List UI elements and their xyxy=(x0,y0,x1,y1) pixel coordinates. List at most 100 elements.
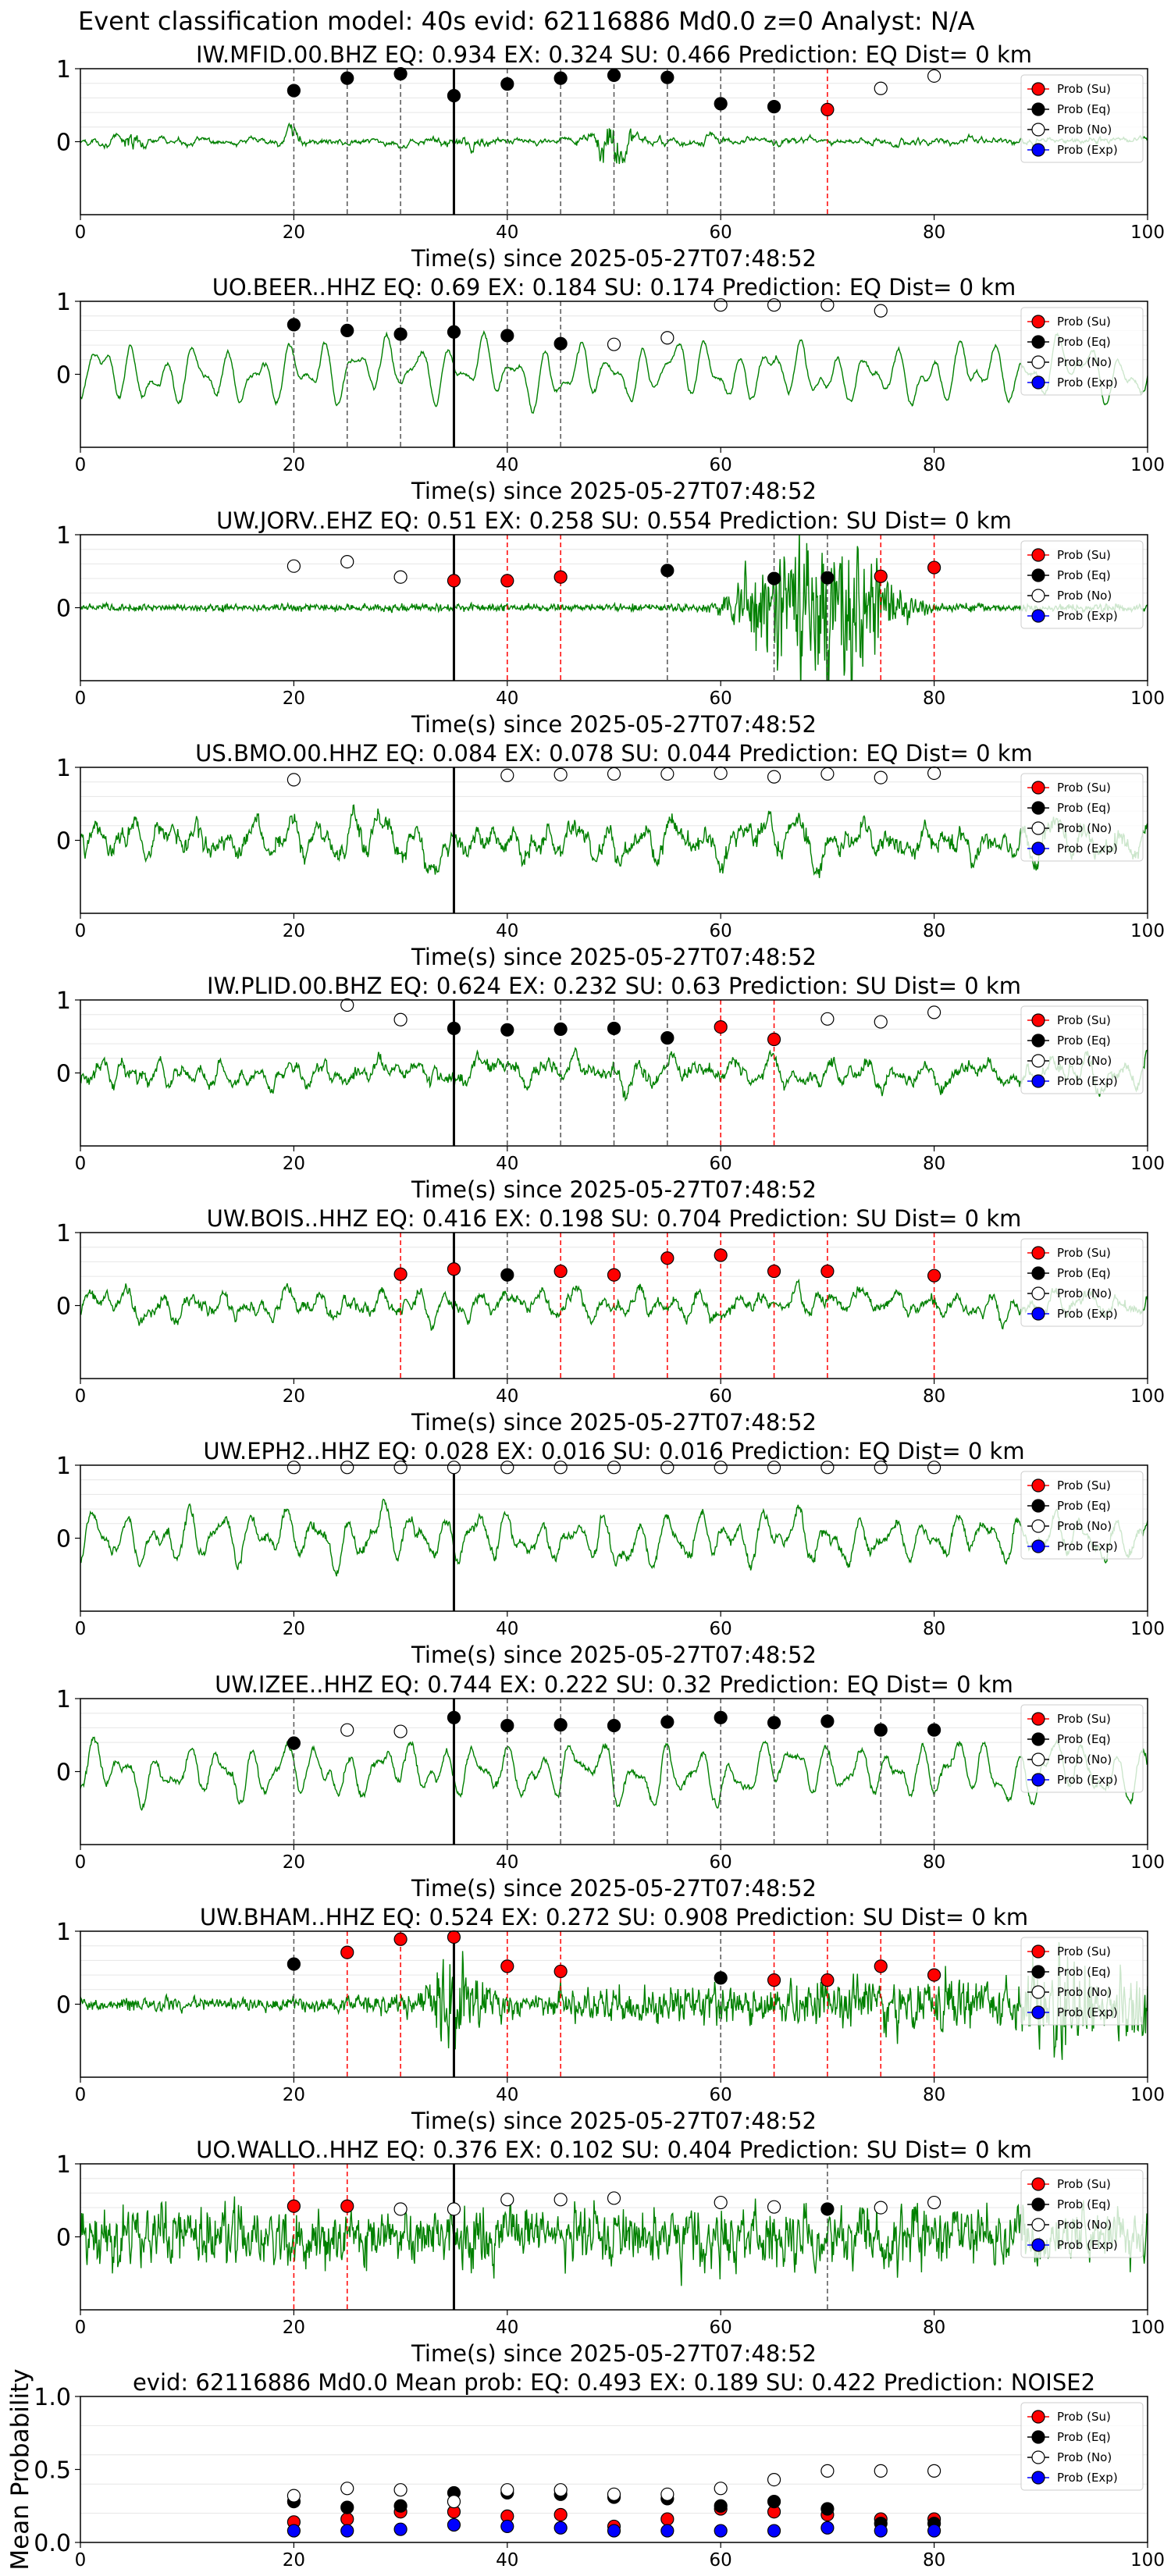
prob-marker xyxy=(447,574,461,588)
prob-marker xyxy=(874,770,888,785)
y-tick-label: 0 xyxy=(56,596,71,623)
legend-marker xyxy=(1031,2430,1045,2444)
prob-marker xyxy=(820,1714,835,1728)
legend-marker xyxy=(1031,1985,1045,1999)
x-axis-label: Time(s) since 2025-05-27T07:48:52 xyxy=(411,1875,817,1902)
legend-label: Prob (No) xyxy=(1057,821,1112,835)
legend: Prob (Su) Prob (Eq) Prob (No) Prob (Exp) xyxy=(1020,2169,1144,2258)
x-tick-label: 0 xyxy=(75,2318,87,2338)
y-tick-label: 0 xyxy=(56,1526,71,1553)
prob-marker xyxy=(714,766,728,781)
legend-marker xyxy=(1031,841,1045,856)
prob-marker xyxy=(340,323,354,337)
mean-prob-marker xyxy=(714,2482,728,2496)
legend-label: Prob (Eq) xyxy=(1057,1266,1111,1280)
prob-marker xyxy=(553,2193,568,2207)
x-tick-label: 60 xyxy=(710,1386,732,1407)
y-tick-label: 1 xyxy=(56,522,71,550)
prob-marker xyxy=(393,327,408,341)
prob-marker xyxy=(714,1971,728,1985)
legend-marker xyxy=(1031,821,1045,835)
x-tick-label: 80 xyxy=(923,1619,945,1639)
prob-marker xyxy=(287,1736,301,1750)
y-tick-label: 0 xyxy=(56,1293,71,1321)
legend-label: Prob (Exp) xyxy=(1057,841,1118,856)
legend-box xyxy=(1020,1471,1144,1560)
legend-label: Prob (Eq) xyxy=(1057,1034,1111,1048)
legend-label: Prob (No) xyxy=(1057,2218,1112,2232)
prob-marker xyxy=(553,1964,568,1979)
legend-marker xyxy=(1031,2218,1045,2232)
x-tick-label: 20 xyxy=(283,1154,305,1174)
mean-prob-marker xyxy=(447,2517,461,2532)
legend-label: Prob (Su) xyxy=(1057,1013,1111,1027)
legend-box xyxy=(1020,1937,1144,2026)
prob-marker xyxy=(340,554,354,569)
legend: Prob (Su) Prob (Eq) Prob (No) Prob (Exp) xyxy=(1020,540,1144,629)
legend-marker xyxy=(1031,1074,1045,1088)
legend-marker xyxy=(1031,1519,1045,1533)
prob-marker xyxy=(820,1264,835,1279)
x-tick-label: 20 xyxy=(283,2318,305,2338)
prob-marker xyxy=(340,71,354,85)
legend-marker xyxy=(1031,315,1045,329)
prob-marker xyxy=(714,1248,728,1262)
x-tick-label: 100 xyxy=(1130,222,1165,243)
x-tick-label: 40 xyxy=(496,1386,518,1407)
subplot-title: UW.BHAM..HHZ EQ: 0.524 EX: 0.272 SU: 0.9… xyxy=(200,1904,1028,1930)
legend: Prob (Su) Prob (Eq) Prob (No) Prob (Exp) xyxy=(1020,307,1144,396)
prob-marker xyxy=(287,773,301,787)
prob-marker xyxy=(340,1723,354,1737)
legend-label: Prob (No) xyxy=(1057,1985,1112,1999)
legend-marker xyxy=(1031,1266,1045,1280)
prob-marker xyxy=(447,88,461,103)
prob-marker xyxy=(767,298,781,312)
prob-marker xyxy=(393,1267,408,1281)
waveform-trace xyxy=(80,1941,1148,2060)
legend-label: Prob (No) xyxy=(1057,2450,1112,2464)
prob-marker xyxy=(767,1032,781,1047)
legend-label: Prob (Su) xyxy=(1057,1944,1111,1959)
y-tick-label: 0 xyxy=(56,1992,71,2019)
x-tick-label: 40 xyxy=(496,1619,518,1639)
prob-marker xyxy=(447,2202,461,2216)
legend-label: Prob (No) xyxy=(1057,1054,1112,1068)
legend-label: Prob (Su) xyxy=(1057,781,1111,795)
legend-marker xyxy=(1031,1013,1045,1027)
x-axis-label: Time(s) since 2025-05-27T07:48:52 xyxy=(411,1176,817,1203)
mean-prob-marker xyxy=(927,2524,941,2538)
prob-marker xyxy=(500,1718,514,1733)
prob-marker xyxy=(393,66,408,81)
subplot-3: 0 20 40 60 80 100 0 1 UW.JORV..EHZ EQ: 0.51 EX: … xyxy=(56,507,1165,738)
y-tick-label: 1 xyxy=(56,1919,71,1946)
prob-marker xyxy=(607,1461,621,1475)
legend-marker xyxy=(1031,2238,1045,2252)
prob-marker xyxy=(714,1461,728,1475)
x-tick-label: 60 xyxy=(710,921,732,941)
prob-marker xyxy=(820,1973,835,1987)
prob-marker xyxy=(607,337,621,351)
legend-box xyxy=(1020,2402,1144,2491)
prob-marker xyxy=(820,571,835,585)
x-axis-label: Time(s) since 2025-05-27T07:48:52 xyxy=(411,2108,817,2134)
prob-marker xyxy=(553,1264,568,1279)
legend: Prob (Su) Prob (Eq) Prob (No) Prob (Exp) xyxy=(1020,1005,1144,1094)
prob-marker xyxy=(553,570,568,584)
prob-marker xyxy=(500,768,514,782)
legend-label: Prob (Exp) xyxy=(1057,1307,1118,1321)
prob-marker xyxy=(714,298,728,312)
legend-box xyxy=(1020,1238,1144,1327)
y-tick-label: 1 xyxy=(56,1686,71,1713)
y-tick-label: 1 xyxy=(56,289,71,316)
subplot-title: IW.MFID.00.BHZ EQ: 0.934 EX: 0.324 SU: 0… xyxy=(196,41,1032,68)
x-tick-label: 100 xyxy=(1130,1154,1165,1174)
legend-marker xyxy=(1031,2410,1045,2424)
prob-marker xyxy=(607,2191,621,2205)
x-tick-label: 0 xyxy=(75,2085,87,2105)
x-tick-label: 0 xyxy=(75,2550,87,2571)
prob-marker xyxy=(287,1461,301,1475)
x-tick-label: 100 xyxy=(1130,921,1165,941)
prob-marker xyxy=(660,1461,674,1475)
prob-marker xyxy=(874,1461,888,1475)
legend-marker xyxy=(1031,1034,1045,1048)
